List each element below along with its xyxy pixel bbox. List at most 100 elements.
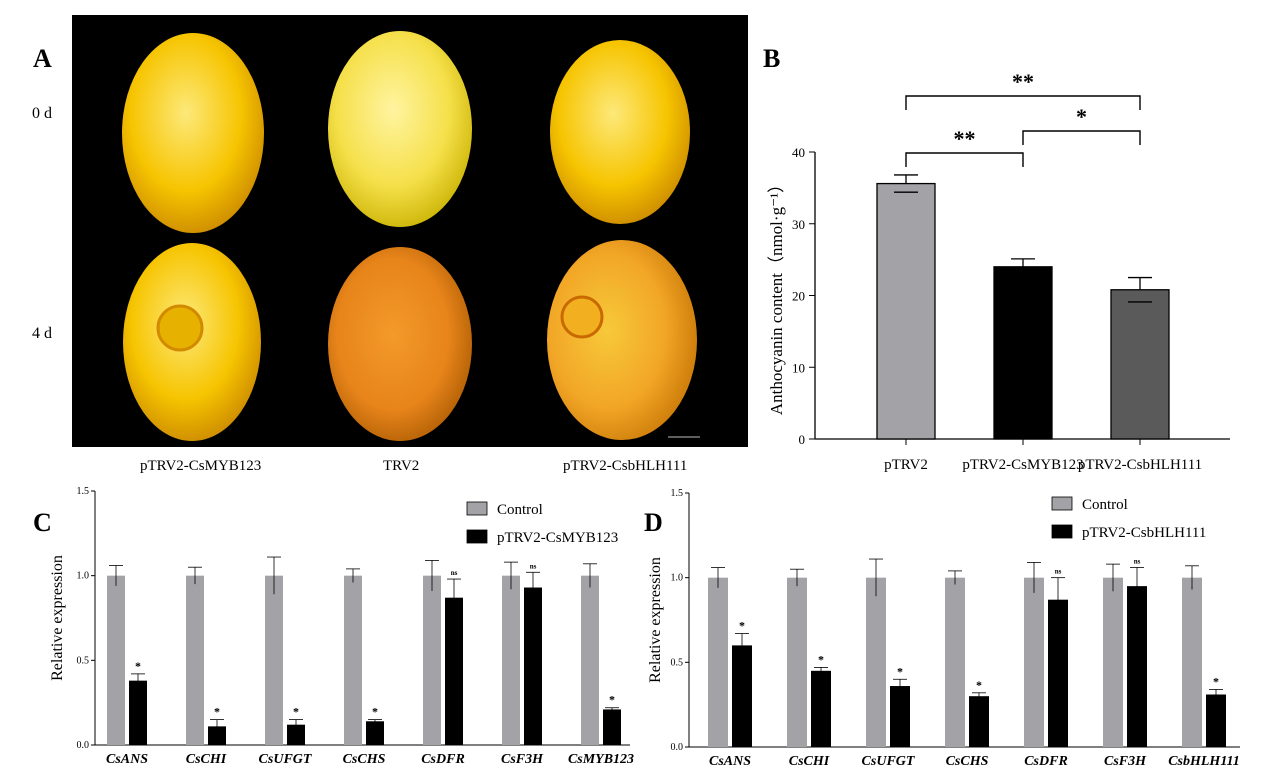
treatment-bar-csmyb123 (603, 709, 621, 745)
y-axis-label: Anthocyanin content（nmol·g⁻¹） (767, 176, 786, 415)
significance-label: ** (954, 126, 976, 151)
y-tick-label: 20 (792, 289, 805, 304)
significance-bracket (1022, 130, 1141, 145)
significance-mark: * (976, 678, 982, 692)
fruit-photo-drawing (122, 31, 700, 441)
x-tick-label: CsF3H (501, 752, 544, 767)
significance-mark: * (818, 652, 824, 666)
treatment-bar-csufgt (287, 724, 305, 745)
infiltration-spot-right (560, 295, 604, 339)
x-tick-label: CsANS (106, 752, 148, 767)
control-bar-csf3h (502, 575, 520, 745)
treatment-bar-csdfr (445, 597, 463, 745)
significance-label: ** (1012, 69, 1034, 94)
control-bar-csdfr (1024, 577, 1044, 747)
y-tick-label: 0.0 (671, 742, 684, 753)
control-bar-csans (708, 577, 728, 747)
x-tick-label: CsANS (709, 754, 751, 769)
x-tick-label: CsUFGT (862, 754, 916, 769)
x-tick-label: CsCHI (186, 752, 227, 767)
x-tick-label: pTRV2-CsbHLH111 (1078, 457, 1202, 473)
x-tick-label: CsDFR (1024, 754, 1068, 769)
x-tick-label: CsCHS (946, 754, 989, 769)
significance-mark: ns (530, 562, 537, 570)
significance-mark: * (1213, 674, 1219, 688)
legend-swatch (1051, 496, 1073, 511)
legend-label: pTRV2-CsMYB123 (497, 530, 618, 546)
treatment-bar-csans (732, 645, 752, 747)
caption-trv2: TRV2 (383, 458, 420, 474)
significance-mark: ns (1134, 558, 1141, 566)
x-tick-label: pTRV2 (884, 457, 928, 473)
treatment-bar-csf3h (524, 587, 542, 745)
y-tick-label: 1.0 (671, 573, 684, 584)
caption-csmyb123: pTRV2-CsMYB123 (140, 458, 262, 474)
control-bar-csbhlh111 (1182, 577, 1202, 747)
control-bar-csans (107, 575, 125, 745)
treatment-bar-csdfr (1048, 599, 1068, 747)
treatment-bar-csufgt (890, 686, 910, 747)
chart-b: 0 10 20 30 40 Anthocyanin content（nmol·g⁻¹） pT… (767, 69, 1230, 473)
x-tick-label: CsCHS (343, 752, 386, 767)
significance-bracket (905, 152, 1024, 167)
control-bar-csufgt (265, 575, 283, 745)
x-tick-label: CsbHLH111 (1168, 754, 1240, 769)
significance-mark: * (135, 659, 141, 673)
y-tick-label: 0 (799, 432, 806, 447)
x-tick-label: pTRV2-CsMYB123 (962, 457, 1083, 473)
y-tick-label: 1.5 (671, 488, 684, 499)
infiltration-spot-left (156, 304, 204, 352)
bar-ptrv2-csbhlh111 (1110, 289, 1170, 440)
x-tick-label: CsMYB123 (568, 752, 634, 767)
fruit-bottom-middle (328, 247, 472, 441)
x-tick-label: CsDFR (421, 752, 465, 767)
y-tick-label: 10 (792, 360, 805, 375)
legend-swatch (1051, 524, 1073, 539)
caption-csbhlh111: pTRV2-CsbHLH111 (563, 458, 688, 474)
control-bar-csdfr (423, 575, 441, 745)
legend-swatch (466, 529, 488, 544)
row-label-0d: 0 d (32, 105, 52, 122)
treatment-bar-csbhlh111 (1206, 694, 1226, 747)
significance-mark: * (739, 619, 745, 633)
significance-mark: * (609, 693, 615, 707)
significance-mark: * (372, 705, 378, 719)
significance-mark: ns (1055, 568, 1062, 576)
treatment-bar-csf3h (1127, 586, 1147, 747)
legend-label: Control (497, 502, 543, 518)
significance-mark: * (214, 705, 220, 719)
treatment-bar-cschs (969, 696, 989, 747)
significance-mark: ns (451, 569, 458, 577)
legend-label: pTRV2-CsbHLH111 (1082, 525, 1206, 541)
fruit-top-left (122, 33, 264, 233)
x-tick-label: CsCHI (789, 754, 830, 769)
bar-ptrv2 (876, 182, 936, 440)
legend-label: Control (1082, 497, 1128, 513)
panel-c-letter: C (33, 508, 52, 537)
significance-bracket (905, 95, 1141, 110)
row-label-4d: 4 d (32, 325, 52, 342)
panel-d-letter: D (644, 508, 663, 537)
fruit-bottom-right (547, 240, 697, 440)
y-tick-label: 0.0 (77, 740, 90, 751)
y-axis-label: Relative expression (647, 557, 664, 683)
y-tick-label: 1.5 (77, 486, 90, 497)
y-tick-label: 40 (792, 145, 805, 160)
control-bar-csufgt (866, 577, 886, 747)
fruit-top-right (550, 40, 690, 224)
x-tick-label: CsF3H (1104, 754, 1147, 769)
significance-mark: * (293, 705, 299, 719)
panel-b-letter: B (763, 44, 781, 73)
treatment-bar-cschs (366, 721, 384, 745)
panel-a-letter: A (33, 44, 52, 73)
significance-mark: * (897, 664, 903, 678)
control-bar-csmyb123 (581, 575, 599, 745)
y-tick-label: 0.5 (671, 657, 684, 668)
fruit-photo (72, 15, 748, 447)
treatment-bar-cschi (208, 726, 226, 745)
control-bar-cschs (344, 575, 362, 745)
chart-d: 0.0 0.5 1.0 1.5 Relative expression * CsANS * Cs… (647, 488, 1240, 769)
treatment-bar-csans (129, 680, 147, 745)
legend-swatch (466, 501, 488, 516)
y-axis-label: Relative expression (49, 555, 66, 681)
